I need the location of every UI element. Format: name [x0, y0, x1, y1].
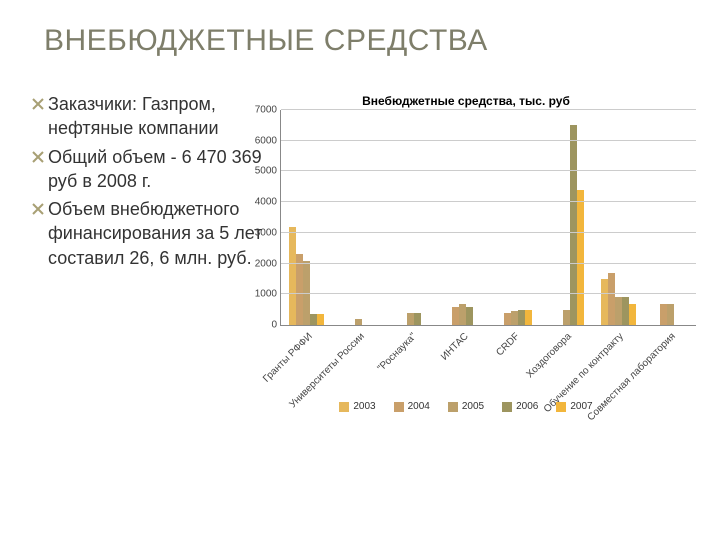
legend-label: 2003 [353, 401, 375, 412]
chart-bar [660, 304, 667, 326]
slide-body: Заказчики: Газпром, нефтяные компании Об… [0, 58, 720, 412]
legend-item: 2006 [502, 401, 538, 412]
chart-bar [355, 319, 362, 325]
legend-swatch [502, 402, 512, 412]
chart-bar [317, 314, 324, 325]
slide: ВНЕБЮДЖЕТНЫЕ СРЕДСТВА Заказчики: Газпром… [0, 0, 720, 540]
chart-xlabel: ИНТАС [439, 331, 471, 363]
chart-bar [504, 313, 511, 325]
chart-bar [518, 310, 525, 325]
chart-title: Внебюджетные средства, тыс. руб [232, 94, 700, 108]
chart-bar [511, 311, 518, 325]
chart-bar [601, 279, 608, 325]
chart-xlabel: Гранты РФФИ [261, 331, 315, 385]
chart-gridline [281, 109, 696, 110]
chart-bar [466, 307, 473, 325]
bullet-marker-icon [28, 197, 48, 215]
chart-bar [289, 227, 296, 325]
legend-item: 2003 [339, 401, 375, 412]
legend-swatch [556, 402, 566, 412]
chart-bar [407, 313, 414, 325]
page-title: ВНЕБЮДЖЕТНЫЕ СРЕДСТВА [0, 0, 720, 58]
legend-label: 2004 [408, 401, 430, 412]
legend-swatch [448, 402, 458, 412]
chart-gridline [281, 263, 696, 264]
chart-bar [414, 313, 421, 325]
bullet-marker-icon [28, 92, 48, 110]
chart-ytick: 2000 [255, 258, 277, 269]
legend-label: 2007 [570, 401, 592, 412]
chart-ytick: 0 [271, 320, 277, 331]
chart-gridline [281, 170, 696, 171]
chart-ytick: 4000 [255, 197, 277, 208]
chart-bar [563, 310, 570, 325]
chart-bar [608, 273, 615, 325]
legend-item: 2005 [448, 401, 484, 412]
chart-gridline [281, 293, 696, 294]
chart-bar [615, 297, 622, 325]
legend-label: 2005 [462, 401, 484, 412]
chart-ytick: 6000 [255, 135, 277, 146]
chart-ytick: 1000 [255, 289, 277, 300]
legend-swatch [339, 402, 349, 412]
chart-xlabel: "Роснаука" [375, 331, 418, 374]
chart-gridline [281, 140, 696, 141]
chart-ytick: 5000 [255, 166, 277, 177]
chart-bar [459, 304, 466, 326]
legend-label: 2006 [516, 401, 538, 412]
chart-xlabel: Хоздоговора [525, 331, 574, 380]
chart-xlabel: CRDF [495, 331, 522, 358]
chart-bar [296, 254, 303, 325]
chart-bar [577, 190, 584, 325]
chart-gridline [281, 201, 696, 202]
chart-gridline [281, 232, 696, 233]
chart-bar [622, 297, 629, 325]
chart-bar [310, 314, 317, 325]
legend-item: 2004 [394, 401, 430, 412]
chart-ytick: 3000 [255, 227, 277, 238]
chart-bar [629, 304, 636, 326]
chart: Внебюджетные средства, тыс. руб Гранты Р… [232, 92, 700, 412]
legend-item: 2007 [556, 401, 592, 412]
chart-ytick: 7000 [255, 105, 277, 116]
chart-bar [452, 307, 459, 325]
legend-swatch [394, 402, 404, 412]
chart-plot-area: Гранты РФФИУниверситеты России"Роснаука"… [280, 110, 696, 326]
chart-bar [570, 125, 577, 325]
chart-bar [525, 310, 532, 325]
chart-bar [667, 304, 674, 326]
chart-legend: 2003 2004 2005 2006 2007 [232, 401, 700, 412]
bullet-marker-icon [28, 145, 48, 163]
